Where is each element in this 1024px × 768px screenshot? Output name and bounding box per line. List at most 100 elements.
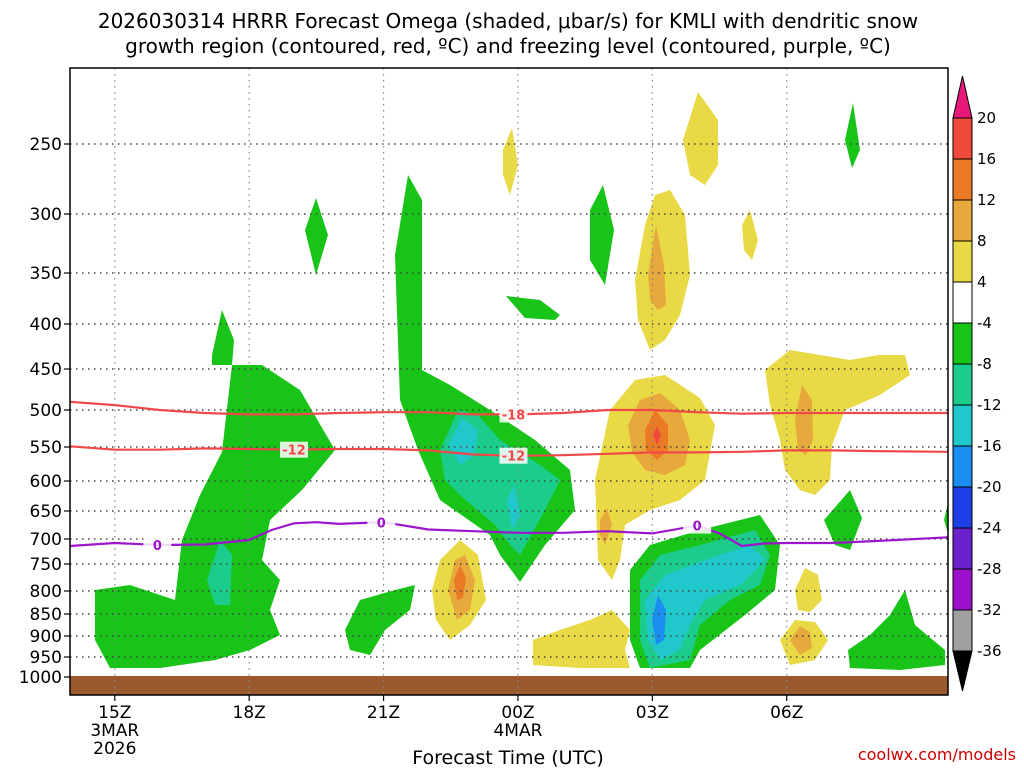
colorbar-band-7	[952, 363, 973, 406]
colorbar-label-7: -12	[977, 396, 1002, 414]
contour-label-2-1: 0	[377, 516, 386, 531]
x-tick-sublabel-15Z: 3MAR	[90, 721, 139, 741]
omega-cell-amber-e	[600, 508, 612, 545]
colorbar-band-1	[952, 117, 973, 160]
colorbar-band-11	[952, 527, 973, 570]
contour-label-bg-1-1	[499, 447, 528, 464]
omega-cell-cyan-c	[645, 545, 765, 660]
omega-cell-green-j	[848, 590, 945, 670]
plot-area: -18 -12 -12 0 0 0	[70, 68, 948, 695]
omega-cell-green-e	[506, 296, 560, 320]
colorbar-band-9	[952, 445, 973, 488]
y-tick-label-500: 500	[30, 401, 62, 421]
omega-cell-orange-b	[454, 565, 466, 600]
omega-cell-yellow-h	[765, 350, 910, 495]
omega-cell-yellow-a	[683, 92, 718, 185]
omega-cell-green-f	[590, 185, 614, 285]
contour-label-1-1: -12	[502, 450, 526, 465]
omega-cell-amber-d	[795, 385, 813, 455]
x-tick-label-06Z: 06Z	[770, 703, 803, 723]
omega-cell-amber-f	[790, 626, 812, 655]
y-tick-label-350: 350	[30, 264, 62, 284]
omega-cell-blue-a	[652, 595, 666, 645]
colorbar-label-11: -28	[977, 560, 1002, 578]
contour-label-bg-2-2	[683, 517, 712, 534]
chart-title-line2: growth region (contoured, red, ºC) and f…	[125, 34, 891, 58]
contour-label-bg-0-0	[499, 406, 528, 423]
colorbar-band-2	[952, 158, 973, 201]
colorbar-label-9: -20	[977, 478, 1002, 496]
gridlines	[70, 68, 948, 695]
axes: 2503003504004505005506006507007508008509…	[19, 135, 804, 759]
colorbar-band-13	[952, 609, 973, 652]
colorbar-arrow-bottom	[952, 650, 973, 692]
colorbar-label-5: -4	[977, 314, 992, 332]
omega-cell-amber-a	[648, 225, 666, 310]
omega-cell-green-b	[305, 198, 328, 275]
y-tick-label-850: 850	[30, 605, 62, 625]
colorbar-band-10	[952, 486, 973, 529]
y-tick-label-950: 950	[30, 648, 62, 668]
colorbar-band-5	[952, 281, 973, 324]
omega-cell-green-c	[345, 585, 415, 655]
y-tick-label-750: 750	[30, 555, 62, 575]
omega-cell-green-a	[212, 310, 234, 365]
y-tick-label-1000: 1000	[19, 668, 62, 688]
y-tick-label-650: 650	[30, 502, 62, 522]
y-tick-label-450: 450	[30, 360, 62, 380]
x-tick-label-18Z: 18Z	[233, 703, 266, 723]
x-tick-label-03Z: 03Z	[636, 703, 669, 723]
y-tick-label-900: 900	[30, 627, 62, 647]
plot-frame	[69, 67, 949, 696]
colorbar-band-8	[952, 404, 973, 447]
colorbar: 20 16 12 8 4 -4 -8 -12 -16 -20 -24 -28 -32 -36	[952, 75, 1002, 692]
x-tick-sublabel2-15Z: 2026	[93, 739, 136, 759]
contour-label-2-2: 0	[693, 520, 702, 535]
omega-cell-cyan-b	[507, 485, 520, 530]
contour-label-2-0: 0	[153, 539, 162, 554]
y-tick-label-600: 600	[30, 472, 62, 492]
x-axis-title: Forecast Time (UTC)	[412, 747, 603, 768]
omega-cell-yellow-g	[533, 610, 630, 668]
ground-fill	[70, 676, 948, 695]
omega-cell-yellow-j	[795, 568, 822, 612]
contour-label-0-0: -18	[502, 408, 526, 423]
omega-cell-green-i	[824, 490, 862, 550]
y-tick-label-250: 250	[30, 135, 62, 155]
contour-label-bg-2-0	[143, 536, 172, 553]
y-tick-label-700: 700	[30, 530, 62, 550]
contour-line-2	[70, 521, 948, 548]
omega-cell-red-a	[653, 426, 661, 445]
colorbar-band-4	[952, 240, 973, 283]
contour-line-1	[70, 445, 948, 457]
omega-cell-teal-a	[207, 540, 232, 605]
colorbar-label-6: -8	[977, 355, 992, 373]
colorbar-label-3: 8	[977, 232, 987, 250]
omega-shading	[70, 92, 948, 695]
colorbar-label-10: -24	[977, 519, 1002, 537]
omega-cell-green-h	[845, 103, 860, 168]
colorbar-band-6	[952, 322, 973, 365]
omega-cell-green-main	[95, 365, 335, 668]
temperature-contours: -18 -12 -12 0 0 0	[70, 400, 948, 554]
colorbar-label-8: -16	[977, 437, 1002, 455]
x-tick-label-15Z: 15Z	[98, 703, 131, 723]
x-tick-label-21Z: 21Z	[367, 703, 400, 723]
chart-title-line1: 2026030314 HRRR Forecast Omega (shaded, …	[98, 9, 918, 33]
credit-text: coolwx.com/models	[858, 745, 1016, 764]
colorbar-label-1: 16	[977, 150, 996, 168]
x-tick-label-00Z: 00Z	[501, 703, 534, 723]
colorbar-label-4: 4	[977, 273, 987, 291]
colorbar-label-13: -36	[977, 642, 1002, 660]
contour-label-bg-1-0	[279, 441, 308, 458]
colorbar-label-0: 20	[977, 109, 996, 127]
x-tick-sublabel-00Z: 4MAR	[493, 721, 542, 741]
colorbar-band-12	[952, 568, 973, 611]
y-tick-label-300: 300	[30, 205, 62, 225]
y-tick-label-800: 800	[30, 582, 62, 602]
colorbar-band-3	[952, 199, 973, 242]
contour-label-bg-2-1	[367, 514, 396, 531]
colorbar-label-2: 12	[977, 191, 996, 209]
y-tick-label-400: 400	[30, 315, 62, 335]
